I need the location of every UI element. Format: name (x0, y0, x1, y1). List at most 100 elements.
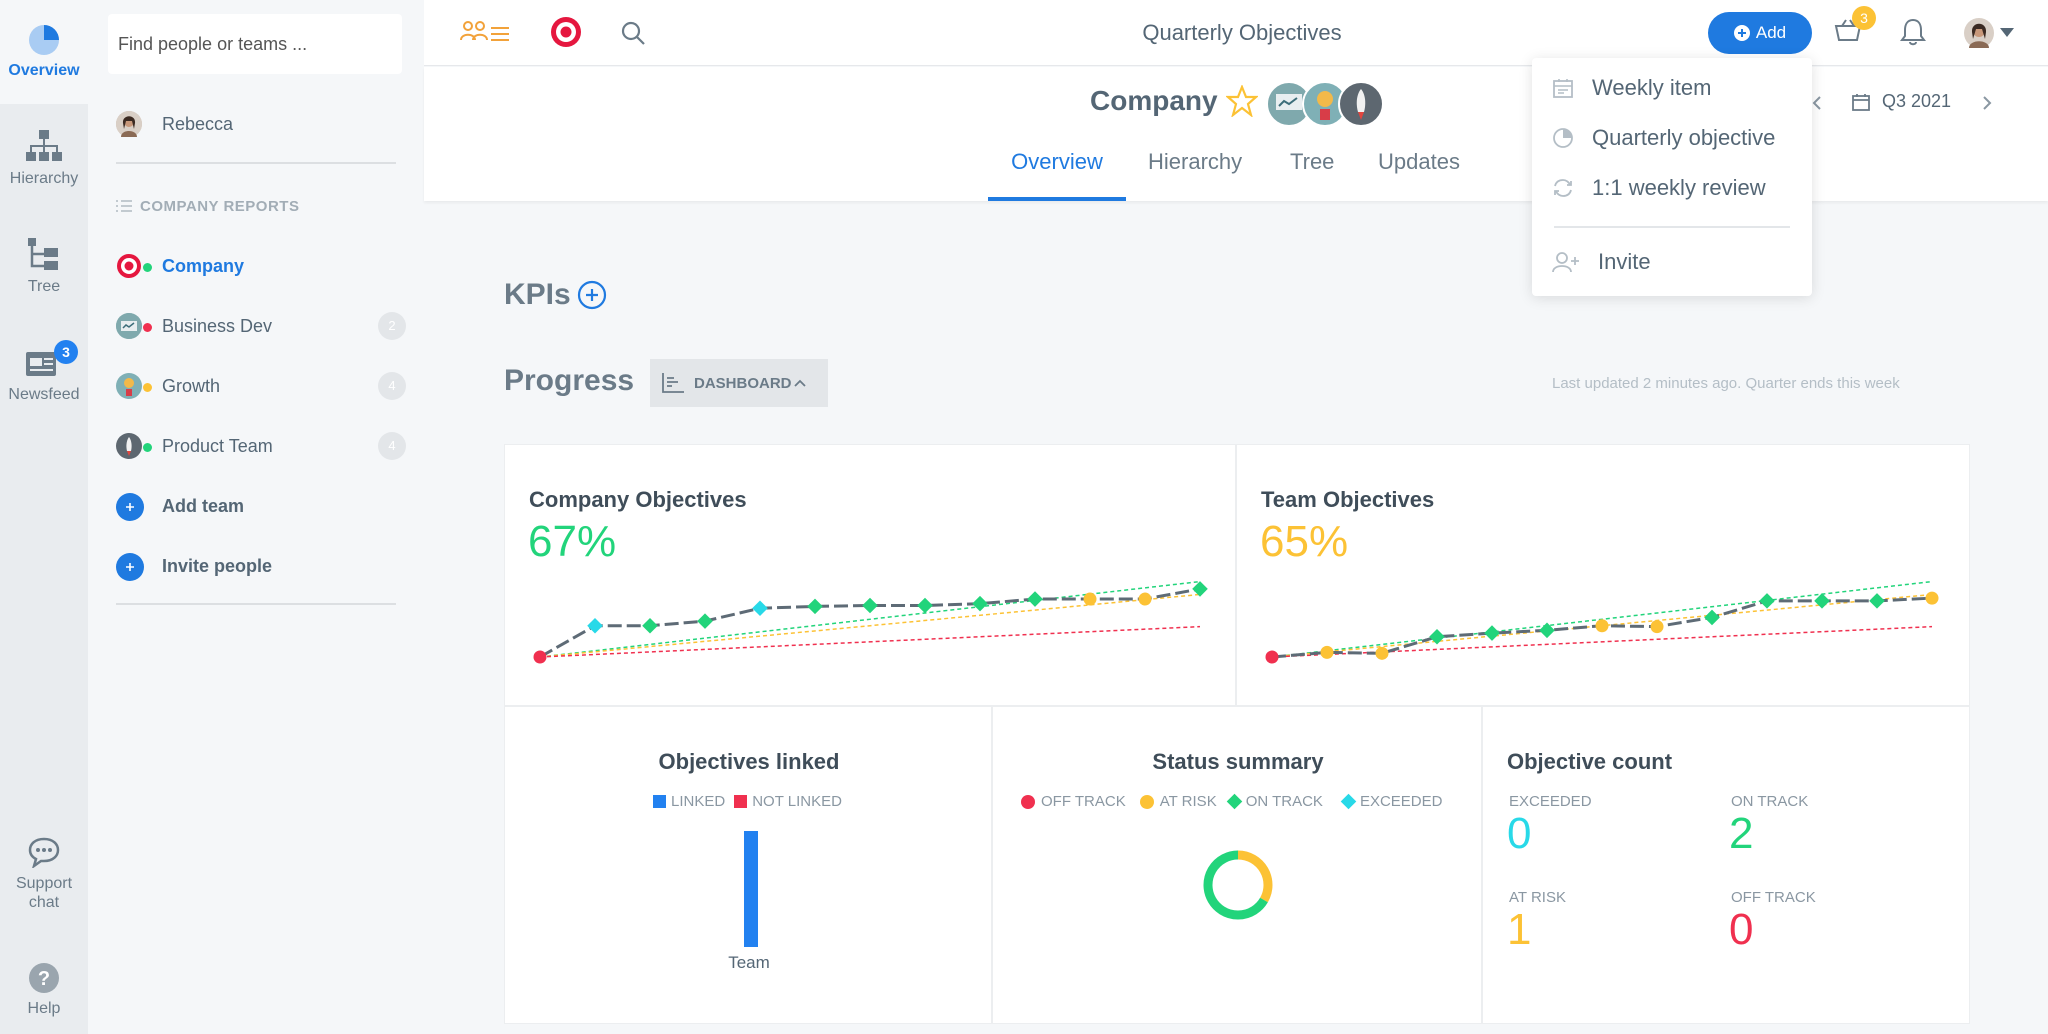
pie-chart-icon (29, 25, 59, 55)
objectives-linked-chart (744, 831, 758, 947)
page-title: Quarterly Objectives (1142, 20, 1342, 45)
objective-count-card[interactable]: Objective count EXCEEDED 0 ON TRACK 2 AT… (1482, 706, 1970, 1024)
data-point-diamond (1192, 581, 1208, 597)
target-icon (116, 253, 152, 279)
add-user-icon (1552, 252, 1579, 273)
rail-newsfeed[interactable]: 3 Newsfeed (0, 340, 88, 404)
company-name: Company (1090, 85, 1218, 116)
newsfeed-icon (26, 352, 56, 376)
data-point-diamond (752, 600, 768, 617)
target-logo-icon[interactable] (550, 16, 582, 48)
invite-people-button[interactable]: Invite people (116, 546, 406, 586)
data-point-circle (1595, 619, 1609, 633)
data-point-circle (1138, 592, 1152, 606)
add-team-button[interactable]: Add team (116, 486, 406, 526)
quarter-selector[interactable]: Q3 2021 (1852, 91, 1951, 112)
sidebar-item-growth[interactable]: Growth 4 (116, 366, 406, 406)
exceeded-count: 0 (1507, 809, 1532, 858)
sidebar-item-label: Business Dev (162, 315, 273, 336)
cart-badge: 3 (1852, 6, 1876, 30)
status-summary-card[interactable]: Status summary OFF TRACK AT RISK ON TRAC… (992, 706, 1482, 1024)
count-badge: 4 (378, 372, 406, 400)
pie-icon (1553, 128, 1573, 148)
search-icon[interactable] (620, 20, 646, 46)
add-button-label: Add (1755, 23, 1787, 42)
sidebar-user[interactable]: Rebecca (116, 104, 406, 144)
chevron-left-icon[interactable] (1812, 95, 1822, 111)
add-kpi-icon[interactable] (577, 280, 607, 310)
tab-updates[interactable]: Updates (1378, 149, 1460, 174)
quarter-label: Q3 2021 (1882, 91, 1952, 111)
bell-icon[interactable] (1900, 18, 1926, 46)
menu-item-label: Invite (1598, 249, 1651, 274)
menu-item-weekly[interactable]: Weekly item (1552, 68, 1711, 108)
rail-hierarchy-label: Hierarchy (9, 170, 79, 187)
data-point-diamond (972, 595, 988, 612)
data-point-circle (1320, 645, 1334, 659)
on-track-label: ON TRACK (1731, 793, 1809, 810)
rail-support-chat[interactable]: Support chat (0, 836, 88, 912)
rail-newsfeed-label: Newsfeed (8, 386, 80, 403)
menu-item-invite[interactable]: Invite (1552, 242, 1651, 282)
rail-help[interactable]: ? Help (0, 962, 88, 1018)
data-point-diamond (1814, 593, 1830, 609)
dashboard-toggle[interactable]: DASHBOARD (650, 359, 828, 407)
calendar-icon (1553, 79, 1573, 98)
sidebar: Rebecca COMPANY REPORTS Company Business… (88, 0, 424, 1034)
user-avatar (116, 111, 142, 137)
off-track-target-line (539, 625, 1201, 658)
team-avatars[interactable] (1266, 81, 1386, 127)
rail-tree[interactable]: Tree (0, 238, 88, 296)
legend-label: LINKED (671, 793, 726, 810)
team-objectives-percent: 65% (1260, 517, 1349, 566)
progress-heading: Progress (504, 364, 635, 397)
legend-label: OFF TRACK (1041, 793, 1126, 810)
legend-label: EXCEEDED (1359, 793, 1443, 810)
sidebar-item-business-dev[interactable]: Business Dev 2 (116, 306, 406, 346)
add-dropdown-menu: Weekly item Quarterly objective 1:1 week… (1532, 58, 1812, 296)
chevron-right-icon[interactable] (1982, 95, 1992, 111)
company-objectives-card[interactable]: Company Objectives 67% (504, 444, 1236, 706)
sidebar-item-label: Growth (162, 375, 221, 396)
data-point-diamond (1484, 625, 1500, 641)
last-updated: Last updated 2 minutes ago. Quarter ends… (1552, 375, 1900, 392)
menu-item-review[interactable]: 1:1 weekly review (1552, 168, 1766, 208)
rail-overview[interactable]: Overview (0, 0, 88, 104)
star-icon[interactable] (1225, 85, 1258, 117)
sidebar-item-product-team[interactable]: Product Team 4 (116, 426, 406, 466)
tab-tree[interactable]: Tree (1290, 149, 1335, 174)
chart-icon (662, 373, 684, 393)
objectives-linked-card[interactable]: Objectives linked LINKED NOT LINKED Team (504, 706, 992, 1024)
count-badge: 4 (378, 432, 406, 460)
tab-overview[interactable]: Overview (988, 149, 1126, 201)
rail-tree-label: Tree (27, 278, 61, 295)
cart-button[interactable]: 3 (1834, 6, 1876, 48)
menu-item-quarterly[interactable]: Quarterly objective (1552, 118, 1775, 158)
profile-menu[interactable] (1964, 18, 2020, 50)
sidebar-item-company[interactable]: Company (116, 246, 406, 286)
divider (116, 162, 396, 164)
data-point-diamond (807, 598, 823, 615)
help-icon: ? (29, 963, 59, 993)
rail-hierarchy[interactable]: Hierarchy (0, 130, 88, 188)
off-track-dot (1021, 794, 1035, 809)
rail-support-label: Support chat (15, 875, 73, 911)
kpis-label: KPIs (504, 278, 571, 311)
search-input[interactable] (108, 14, 402, 74)
company-title: Company (1090, 85, 1258, 117)
rail-overview-label: Overview (8, 62, 80, 79)
chevron-up-icon (793, 379, 806, 387)
people-list-icon[interactable] (460, 18, 510, 48)
team-objectives-card[interactable]: Team Objectives 65% (1236, 444, 1970, 706)
data-point-diamond (1759, 593, 1775, 609)
team-avatar (116, 313, 152, 339)
team-objectives-chart (1265, 580, 1939, 664)
calendar-icon (1852, 93, 1870, 111)
tab-hierarchy[interactable]: Hierarchy (1148, 149, 1243, 174)
at-risk-count: 1 (1507, 905, 1532, 954)
main-area: Quarterly Objectives Add 3 Company Q3 20… (424, 0, 2048, 1034)
refresh-icon (1554, 179, 1572, 197)
add-button[interactable]: Add (1708, 12, 1812, 54)
data-point-circle (1650, 620, 1664, 634)
menu-item-label: Weekly item (1592, 75, 1712, 100)
